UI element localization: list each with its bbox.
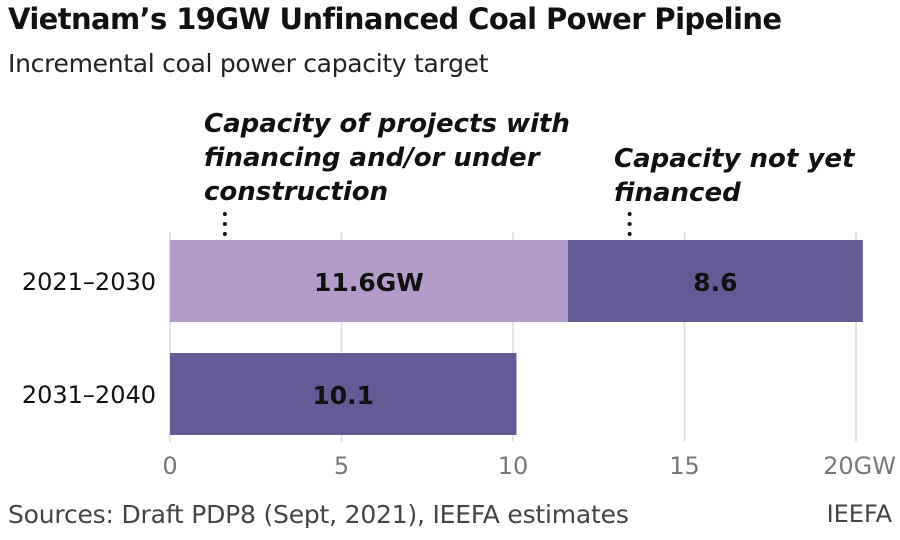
annotation-leader-dot	[627, 212, 632, 216]
category-label: 2031–2040	[22, 381, 156, 409]
x-tick-label: 20GW	[823, 452, 896, 480]
annotation-text: Capacity of projects with	[204, 109, 570, 139]
annotation-text: financed	[614, 178, 741, 208]
brand-label: IEEFA	[826, 500, 892, 528]
bar-value-label: 11.6GW	[314, 268, 424, 297]
bar-value-label: 8.6	[693, 268, 737, 297]
x-tick-label: 5	[334, 452, 349, 480]
source-note: Sources: Draft PDP8 (Sept, 2021), IEEFA …	[8, 500, 629, 529]
x-tick-label: 15	[669, 452, 700, 480]
bar-segment	[170, 353, 517, 435]
annotation-leader-dot	[222, 212, 227, 216]
annotation-leader-dot	[627, 222, 632, 226]
category-label: 2021–2030	[22, 268, 156, 296]
annotation-text: construction	[204, 177, 388, 207]
x-tick-label: 0	[162, 452, 177, 480]
annotation-leader-dot	[627, 232, 632, 236]
bar-segment	[170, 240, 568, 322]
bar-value-label: 10.1	[312, 381, 374, 410]
bar-segment	[567, 240, 863, 322]
x-tick-label: 10	[498, 452, 529, 480]
page-subtitle: Incremental coal power capacity target	[8, 49, 489, 78]
annotation-text: financing and/or under	[204, 143, 542, 173]
annotation-text: Capacity not yet	[614, 144, 856, 174]
annotation-leader-dot	[222, 222, 227, 226]
page-title: Vietnam’s 19GW Unfinanced Coal Power Pip…	[8, 2, 782, 36]
annotation-leader-dot	[222, 232, 227, 236]
